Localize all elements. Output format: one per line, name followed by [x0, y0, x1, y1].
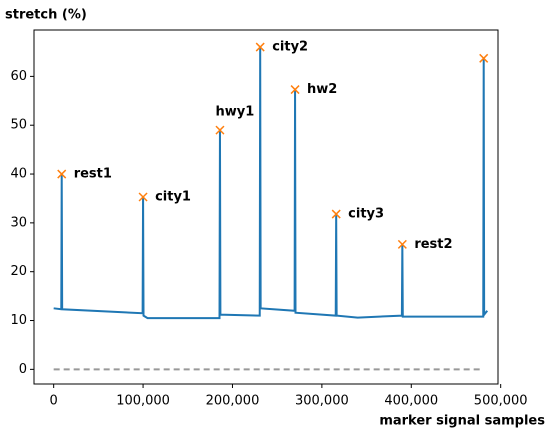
- y-tick-label: 60: [10, 69, 27, 84]
- y-tick-label: 30: [10, 215, 27, 230]
- x-tick-label: 0: [50, 394, 58, 409]
- peak-marker: [57, 169, 67, 179]
- x-tick-label: 500,000: [474, 394, 528, 409]
- peak-marker: [215, 125, 225, 135]
- plot-frame: [33, 29, 499, 385]
- peak-marker-stroke: [331, 209, 341, 219]
- peak-marker-stroke: [138, 192, 148, 202]
- peak-marker-stroke: [255, 42, 265, 52]
- peak-label: hw2: [307, 82, 337, 97]
- peak-label: city1: [155, 189, 191, 204]
- y-tick-label: 50: [10, 118, 27, 133]
- peak-label: rest1: [74, 167, 112, 182]
- peak-marker-stroke: [57, 169, 67, 179]
- peak-label: city2: [272, 40, 308, 55]
- y-tick-label: 40: [10, 167, 27, 182]
- peak-label: hwy1: [216, 105, 255, 120]
- peak-marker: [479, 53, 489, 63]
- y-axis-label: stretch (%): [5, 8, 87, 23]
- peak-marker-stroke: [290, 85, 300, 95]
- peak-marker-stroke: [479, 53, 489, 63]
- peak-label: rest2: [414, 237, 452, 252]
- y-tick-label: 10: [10, 313, 27, 328]
- peak-marker: [331, 209, 341, 219]
- x-tick-label: 100,000: [116, 394, 170, 409]
- y-tick-label: 0: [19, 362, 27, 377]
- peak-marker: [255, 42, 265, 52]
- peak-marker: [138, 192, 148, 202]
- peak-marker-stroke: [215, 125, 225, 135]
- x-tick-label: 400,000: [384, 394, 438, 409]
- x-tick-label: 200,000: [206, 394, 260, 409]
- peak-marker-stroke: [397, 239, 407, 249]
- peak-marker: [397, 239, 407, 249]
- peak-label: city3: [348, 207, 384, 222]
- y-tick-label: 20: [10, 264, 27, 279]
- x-axis-label: marker signal samples: [379, 414, 545, 429]
- line-series: [53, 47, 489, 320]
- x-tick-label: 300,000: [295, 394, 349, 409]
- peak-marker: [290, 85, 300, 95]
